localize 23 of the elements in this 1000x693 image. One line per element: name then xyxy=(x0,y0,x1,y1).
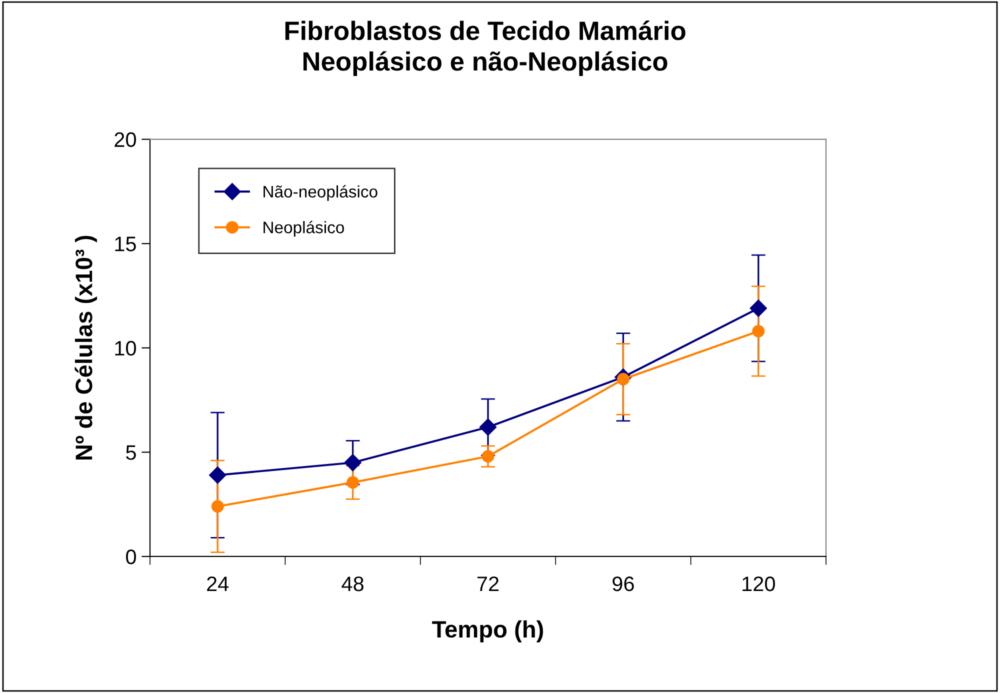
x-tick-label: 24 xyxy=(207,576,229,592)
x-tick-label: 96 xyxy=(612,576,634,592)
legend-label: Neoplásico xyxy=(264,220,344,237)
legend-label: Não-neoplásico xyxy=(264,185,378,201)
chart-title: Fibroblastos de Tecido Mamário Neoplásico e não-Neoplásico xyxy=(285,20,686,76)
y-tick-label: 5 xyxy=(126,445,136,460)
point xyxy=(750,300,767,317)
y-tick-label: 0 xyxy=(126,549,136,564)
point xyxy=(479,418,497,436)
x-axis-title: Tempo (h) xyxy=(432,620,544,642)
x-tick-label: 48 xyxy=(342,576,364,592)
x-tick-label: 120 xyxy=(742,576,775,592)
point xyxy=(346,476,360,489)
y-axis-title: Nº de Células (x10³ ) xyxy=(74,236,97,460)
point xyxy=(752,324,765,338)
y-tick-label: 20 xyxy=(114,132,136,148)
x-tick-label: 72 xyxy=(477,576,499,592)
point xyxy=(482,450,494,463)
point xyxy=(211,500,224,513)
point xyxy=(209,466,226,484)
y-tick-label: 15 xyxy=(115,236,136,252)
y-tick-label: 10 xyxy=(115,340,136,356)
point xyxy=(344,454,362,472)
